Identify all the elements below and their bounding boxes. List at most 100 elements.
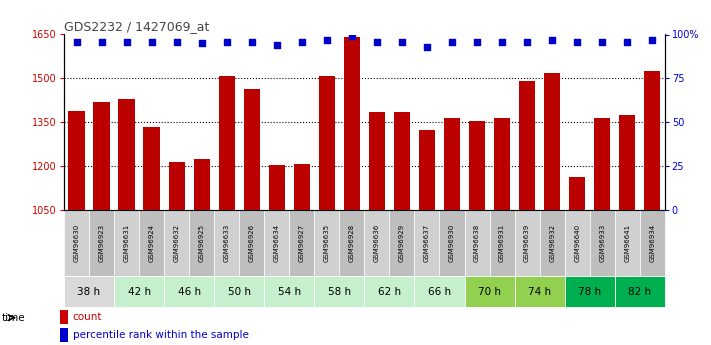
Bar (619, 115, 636, 210)
Bar (339, 210, 364, 276)
Point (146, 39, 157, 44)
Bar (164, 276, 214, 307)
Point (346, 33, 358, 39)
Bar (119, 99, 134, 210)
Text: GSM96633: GSM96633 (224, 224, 230, 262)
Bar (565, 276, 615, 307)
Text: 70 h: 70 h (478, 287, 501, 296)
Point (371, 39, 383, 44)
Text: percentile rank within the sample: percentile rank within the sample (73, 330, 248, 340)
Point (547, 37, 558, 42)
Bar (544, 72, 560, 210)
Bar (415, 276, 464, 307)
Point (321, 37, 333, 42)
Bar (269, 165, 285, 210)
Text: 50 h: 50 h (228, 287, 251, 296)
Text: 62 h: 62 h (378, 287, 401, 296)
Text: 74 h: 74 h (528, 287, 551, 296)
Point (96, 39, 107, 44)
Bar (589, 210, 615, 276)
Text: GSM96926: GSM96926 (249, 224, 255, 262)
Bar (644, 71, 661, 210)
Bar (469, 121, 485, 210)
Point (447, 39, 458, 44)
Text: GDS2232 / 1427069_at: GDS2232 / 1427069_at (64, 20, 209, 33)
Bar (264, 276, 314, 307)
Bar (189, 210, 214, 276)
Text: GSM96638: GSM96638 (474, 224, 480, 262)
Bar (569, 177, 585, 210)
Bar (114, 276, 164, 307)
Text: GSM96933: GSM96933 (599, 224, 605, 262)
Bar (415, 210, 439, 276)
Bar (60, 327, 68, 342)
Text: GSM96632: GSM96632 (173, 224, 180, 262)
Bar (214, 210, 239, 276)
Point (572, 39, 583, 44)
Bar (365, 210, 390, 276)
Bar (144, 127, 160, 210)
Text: GSM96928: GSM96928 (349, 224, 355, 262)
Text: GSM96932: GSM96932 (549, 224, 555, 262)
Text: count: count (73, 312, 102, 322)
Text: GSM96635: GSM96635 (324, 224, 330, 262)
Text: time: time (2, 313, 26, 323)
Bar (640, 210, 665, 276)
Bar (60, 310, 68, 324)
Bar (294, 164, 310, 210)
Bar (565, 210, 589, 276)
Text: GSM96640: GSM96640 (574, 224, 580, 262)
Text: GSM96636: GSM96636 (374, 224, 380, 262)
Bar (289, 210, 314, 276)
Text: GSM96639: GSM96639 (524, 224, 530, 262)
Point (121, 39, 132, 44)
Bar (239, 210, 264, 276)
Text: 42 h: 42 h (127, 287, 151, 296)
Bar (540, 210, 565, 276)
Bar (515, 276, 565, 307)
Text: 54 h: 54 h (278, 287, 301, 296)
Point (422, 44, 433, 50)
Bar (394, 112, 410, 210)
Bar (594, 118, 610, 210)
Point (521, 39, 533, 44)
Text: 78 h: 78 h (578, 287, 602, 296)
Bar (519, 81, 535, 210)
Text: 38 h: 38 h (77, 287, 100, 296)
Point (196, 41, 208, 46)
Text: GSM96631: GSM96631 (124, 224, 129, 262)
Bar (615, 276, 665, 307)
Bar (490, 210, 515, 276)
Point (221, 39, 232, 44)
Text: GSM96637: GSM96637 (424, 224, 430, 262)
Text: GSM96934: GSM96934 (649, 224, 656, 262)
Bar (464, 210, 490, 276)
Point (396, 39, 407, 44)
Bar (314, 276, 365, 307)
Text: GSM96930: GSM96930 (449, 224, 455, 262)
Text: GSM96923: GSM96923 (99, 224, 105, 262)
Bar (64, 276, 114, 307)
Bar (369, 112, 385, 210)
Bar (515, 210, 540, 276)
Text: GSM96925: GSM96925 (198, 224, 205, 262)
Bar (439, 210, 464, 276)
Bar (264, 210, 289, 276)
Bar (68, 111, 85, 210)
Bar (89, 210, 114, 276)
Bar (64, 210, 89, 276)
Text: GSM96931: GSM96931 (499, 224, 505, 262)
Bar (464, 276, 515, 307)
Point (621, 39, 633, 44)
Bar (218, 76, 235, 210)
Point (646, 37, 658, 42)
Bar (494, 118, 510, 210)
Text: GSM96924: GSM96924 (149, 224, 154, 262)
Point (246, 39, 257, 44)
Point (471, 39, 483, 44)
Point (296, 39, 307, 44)
Point (271, 42, 282, 48)
Bar (164, 210, 189, 276)
Text: GSM96634: GSM96634 (274, 224, 279, 262)
Point (171, 39, 182, 44)
